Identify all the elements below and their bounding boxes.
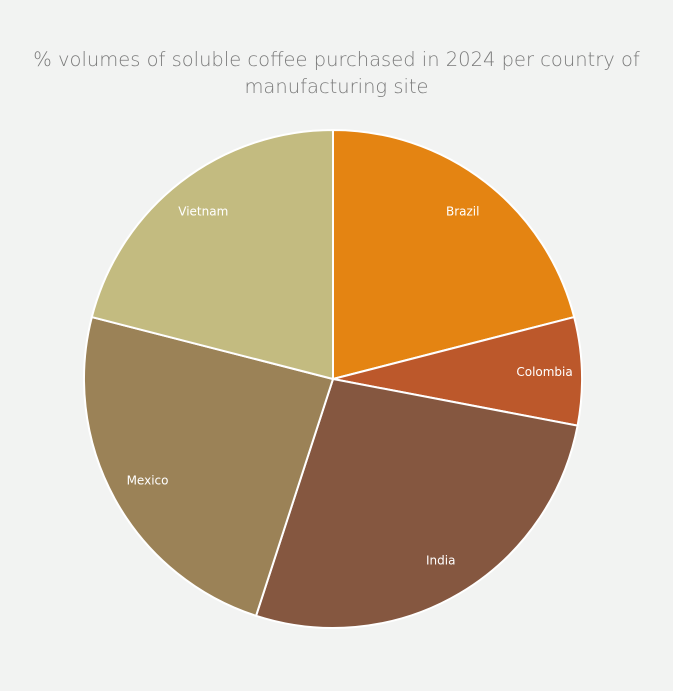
pie-slice	[90, 128, 334, 381]
pie-slice	[254, 377, 579, 629]
pie-slice	[332, 128, 576, 381]
slice-label: Vietnam	[178, 204, 228, 218]
pie-slice	[83, 315, 335, 618]
pie-slice	[332, 315, 583, 427]
slice-label: Brazil	[446, 204, 480, 218]
slice-label: Mexico	[127, 473, 169, 487]
chart-title: % volumes of soluble coffee purchased in…	[33, 48, 640, 98]
slice-label: Colombia	[516, 365, 572, 379]
slice-label: India	[426, 554, 455, 568]
